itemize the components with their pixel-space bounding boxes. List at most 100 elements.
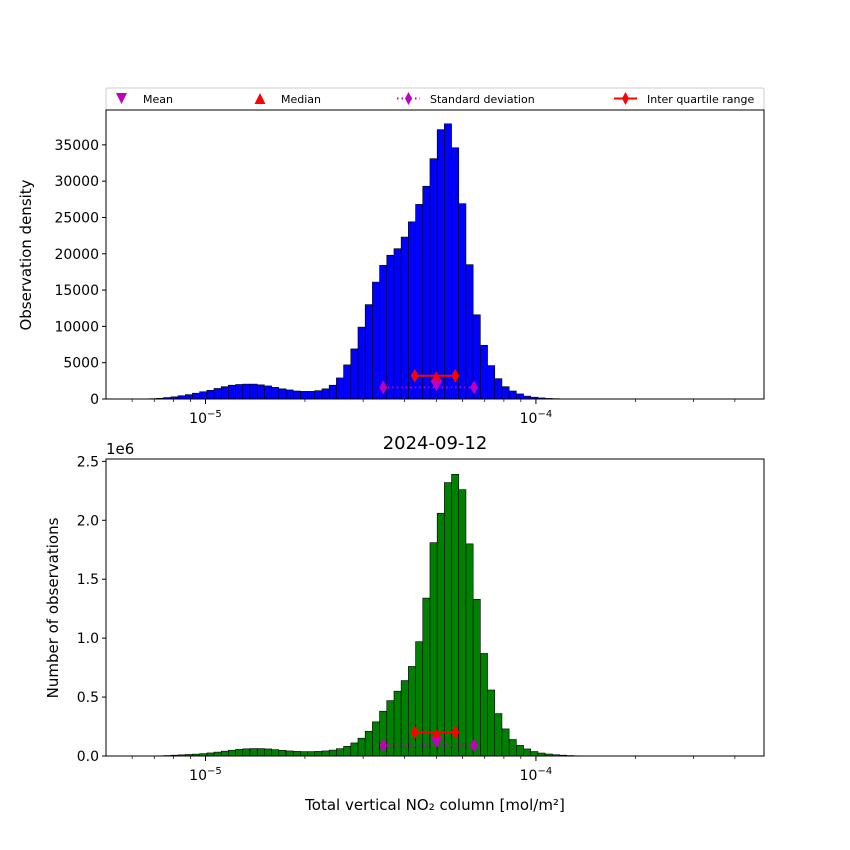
count-bars [156,474,589,757]
count-y-tick-label: 1.5 [77,572,99,588]
density-y-ticks: 0 5000 10000 15000 20000 25000 30000 35000 [54,138,106,408]
count-bar [480,653,488,757]
count-bar [264,748,272,757]
legend-mean-marker [116,93,127,104]
density-bar [350,348,359,400]
density-y-tick-label: 0 [90,392,99,408]
legend-iqr-marker [622,92,629,105]
density-x-tick-label: 10−5 [189,409,222,427]
density-bar [364,304,373,400]
count-bar [472,598,481,757]
count-y-tick-label: 0.5 [77,690,99,706]
density-bar [393,248,402,400]
legend-entry-median: Median [254,93,321,106]
density-bar [429,158,438,400]
density-bar [321,388,330,400]
density-bar [242,383,251,400]
density-statistics [379,368,479,395]
count-bar [271,749,280,757]
count-bar [278,750,287,757]
density-x-tick-label: 10−4 [520,409,553,427]
density-bar [372,281,380,400]
density-bar [220,386,229,400]
count-bar [465,543,474,757]
count-bar [350,742,359,757]
count-iqr-low-marker [410,725,419,740]
count-bar [307,751,316,757]
count-bar [386,700,395,757]
density-y-tick-label: 15000 [54,283,99,299]
count-bar [300,751,308,757]
legend-iqr-label: Inter quartile range [647,93,754,106]
count-mean-marker [430,736,443,748]
density-bar [415,204,424,400]
count-bar [328,749,337,757]
density-bar [487,365,496,400]
density-bar [285,389,294,400]
count-bar [256,748,265,757]
density-bar [314,390,323,400]
count-axes-frame [105,458,765,757]
count-y-axis-label: Number of observations [44,517,62,698]
count-bar [336,748,344,757]
density-bar [516,393,524,400]
density-bar [192,392,200,400]
density-y-tick-label: 20000 [54,247,99,263]
legend-median-marker [254,93,266,104]
density-bar [386,254,395,400]
legend-median-label: Median [281,93,321,106]
density-bar [271,387,280,400]
count-bar [516,745,524,757]
count-bar [508,739,517,757]
legend-entry-mean: Mean [116,93,173,106]
density-bar [292,390,301,400]
legend-std-dev-marker [405,92,412,105]
count-y-tick-label: 2.0 [77,513,99,529]
count-bar [444,482,452,757]
density-std-dev-high-marker [470,380,479,395]
count-y-offset-label: 1e6 [106,440,134,458]
count-bar [487,689,496,757]
density-bar [328,384,337,400]
count-bar [292,751,301,757]
legend-mean-label: Mean [143,93,173,106]
density-bar [480,344,488,400]
density-bar [300,391,308,400]
density-bar [235,384,244,400]
count-bar [213,751,222,757]
density-bar [422,185,431,400]
count-bar [501,728,510,757]
count-bar [372,721,380,757]
count-bar [285,750,294,757]
density-y-tick-label: 10000 [54,319,99,335]
count-std-dev-low-marker [379,738,388,753]
count-bar [357,737,366,757]
density-bar [357,326,366,400]
count-y-tick-label: 2.5 [77,454,99,470]
density-bar [264,385,272,400]
density-median-marker [430,371,443,383]
density-axes-frame [105,109,765,400]
count-bar [408,666,416,757]
count-histogram-panel: 2024-09-12 1e6 10−5 10−4 0.0 0.5 1.0 1.5 2.0 2… [44,433,765,814]
count-iqr-high-marker [451,725,460,740]
legend-entry-iqr: Inter quartile range [614,92,754,106]
density-bar [494,378,503,400]
density-bar [278,388,287,400]
density-y-axis-label: Observation density [17,179,35,330]
density-y-tick-label: 35000 [54,138,99,154]
count-bar [523,748,532,757]
density-iqr-low-marker [410,368,419,383]
count-std-dev-high-marker [470,738,479,753]
density-y-tick-label: 25000 [54,210,99,226]
density-bar [307,391,316,400]
count-bar [228,749,236,757]
density-bar [508,390,517,400]
density-bars [141,123,575,400]
count-x-tick-label: 10−4 [520,766,553,784]
density-y-tick-label: 30000 [54,174,99,190]
count-bar [494,713,503,757]
count-bar [321,750,330,757]
count-x-ticks: 10−5 10−4 [131,756,736,784]
